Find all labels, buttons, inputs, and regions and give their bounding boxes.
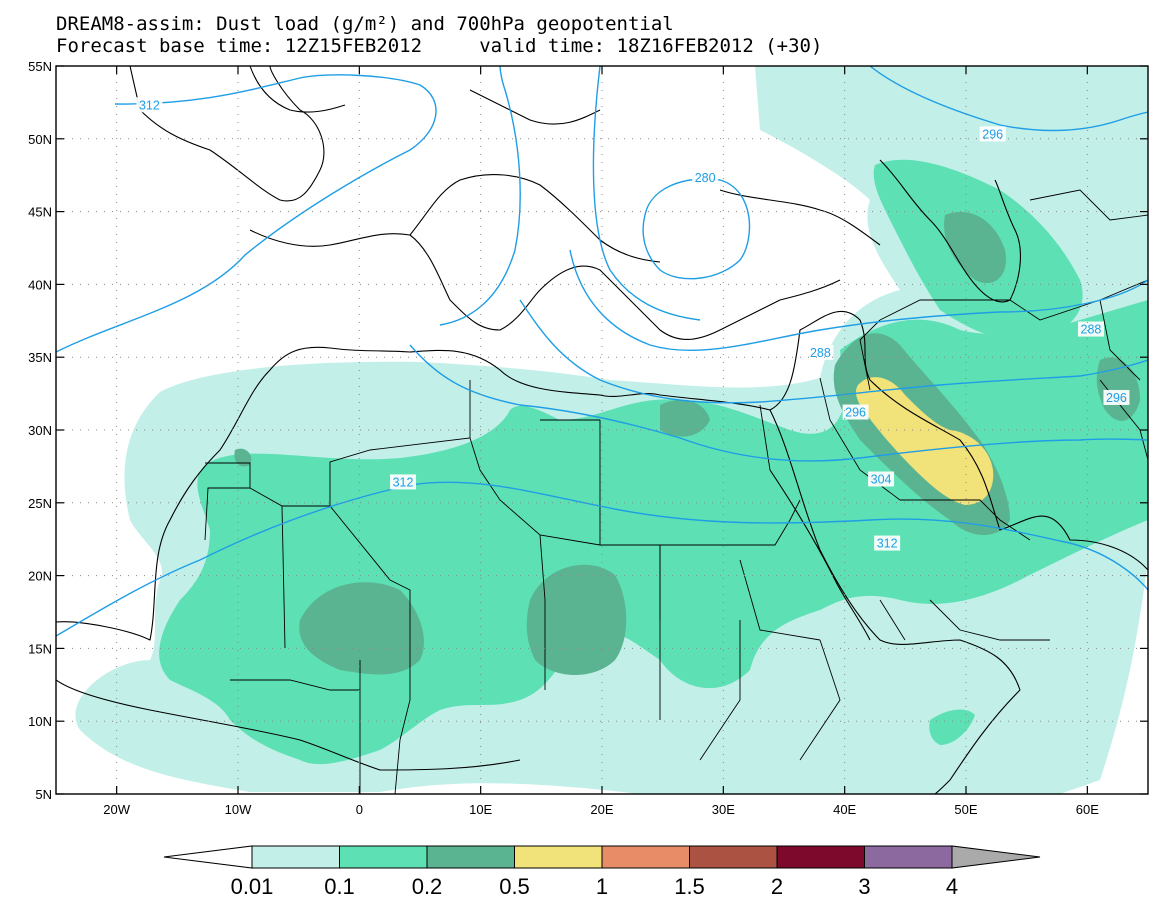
colorbar-label: 0.5 — [499, 874, 530, 899]
dust-level-0.5 — [855, 377, 994, 505]
colorbar-label: 0.1 — [324, 874, 355, 899]
contour-label-mask — [868, 471, 895, 487]
lon-tick-label: 40E — [833, 802, 856, 817]
contour-labels: 312280296288288296296304304312312312 — [136, 97, 1165, 551]
lon-tick-label: 20W — [103, 802, 130, 817]
contour-label: 312 — [139, 98, 160, 112]
lat-tick-label: 55N — [28, 59, 52, 74]
lat-tick-label: 30N — [28, 423, 52, 438]
colorbar-label: 3 — [858, 874, 870, 899]
chart-subtitle: Forecast base time: 12Z15FEB2012 valid t… — [56, 35, 823, 57]
colorbar: 0.01 0.1 0.2 0.5 1 1.5 2 3 4 — [163, 845, 1041, 899]
lat-tick-label: 5N — [35, 787, 52, 802]
colorbar-segment — [864, 845, 953, 869]
colorbar-over-arrow — [951, 845, 1041, 869]
contour-label-mask — [692, 170, 719, 186]
chart-title: DREAM8-assim: Dust load (g/m²) and 700hP… — [56, 13, 674, 35]
contour-label-mask — [807, 344, 834, 360]
lon-tick-label: 20E — [590, 802, 613, 817]
colorbar-label: 2 — [771, 874, 783, 899]
contour-label-mask — [842, 404, 869, 420]
colorbar-segment — [776, 845, 865, 869]
lat-tick-label: 35N — [28, 350, 52, 365]
contour-label: 312 — [393, 475, 414, 489]
colorbar-segment — [339, 845, 428, 869]
lon-tick-label: 60E — [1076, 802, 1099, 817]
contour-label: 296 — [982, 127, 1003, 141]
contour-label-mask — [874, 535, 901, 551]
lon-tick-label: 50E — [954, 802, 977, 817]
lat-tick-label: 15N — [28, 641, 52, 656]
contour-label: 304 — [871, 473, 892, 487]
contour-label-mask — [1103, 389, 1130, 405]
colorbar-segment — [426, 845, 515, 869]
lat-tick-label: 10N — [28, 714, 52, 729]
coastlines — [56, 66, 1148, 794]
contour-label: 304 — [1152, 452, 1165, 466]
lat-tick-label: 25N — [28, 496, 52, 511]
colorbar-under-arrow — [163, 845, 253, 869]
contour-label-mask — [1150, 451, 1165, 466]
contour-label-mask — [979, 126, 1006, 142]
axis-ticks: 20W 10W 0 10E 20E 30E 40E 50E 60E 5N 10N 15N 20N 25N 3… — [28, 59, 1148, 817]
lat-tick-label: 20N — [28, 569, 52, 584]
contour-label: 296 — [845, 406, 866, 420]
colorbar-segment — [514, 845, 603, 869]
contour-label: 280 — [695, 171, 716, 185]
lat-tick-label: 40N — [28, 277, 52, 292]
contour-label-mask — [390, 474, 417, 490]
colorbar-segment — [601, 845, 690, 869]
contour-label-mask — [136, 97, 163, 113]
colorbar-label: 1 — [596, 874, 608, 899]
colorbar-segment — [689, 845, 778, 869]
lat-tick-label: 50N — [28, 132, 52, 147]
lon-tick-label: 10W — [225, 802, 252, 817]
colorbar-label: 1.5 — [674, 874, 705, 899]
contour-label: 288 — [1081, 323, 1102, 337]
lon-tick-label: 0 — [356, 802, 363, 817]
geopotential-contours — [56, 66, 1148, 637]
colorbar-label: 4 — [946, 874, 958, 899]
lat-tick-label: 45N — [28, 205, 52, 220]
lon-tick-label: 30E — [712, 802, 735, 817]
contour-label: 296 — [1106, 391, 1127, 405]
colorbar-label: 0.01 — [231, 874, 274, 899]
contour-label: 312 — [877, 537, 898, 551]
lon-tick-label: 10E — [469, 802, 492, 817]
colorbar-segment — [251, 845, 340, 869]
country-borders — [204, 189, 1148, 794]
contour-label-mask — [1077, 321, 1104, 337]
contour-label: 288 — [810, 346, 831, 360]
colorbar-label: 0.2 — [412, 874, 443, 899]
